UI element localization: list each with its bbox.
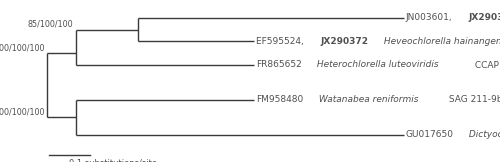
Text: JX290372: JX290372 xyxy=(320,37,368,46)
Text: SAG 211-9b: SAG 211-9b xyxy=(446,95,500,104)
Text: EF595524,: EF595524, xyxy=(256,37,307,46)
Text: Heveochlorella hainangensis: Heveochlorella hainangensis xyxy=(381,37,500,46)
Text: Watanabea reniformis: Watanabea reniformis xyxy=(316,95,418,104)
Text: 0.1 substitutions/site: 0.1 substitutions/site xyxy=(70,158,158,162)
Text: FR865652: FR865652 xyxy=(256,60,302,69)
Text: Dictyochloropsis reticulata: Dictyochloropsis reticulata xyxy=(466,130,500,139)
Text: 100/100/100: 100/100/100 xyxy=(0,107,44,116)
Text: JN003601,: JN003601, xyxy=(406,13,455,23)
Text: GU017650: GU017650 xyxy=(406,130,454,139)
Text: 85/100/100: 85/100/100 xyxy=(28,20,74,29)
Text: 100/100/100: 100/100/100 xyxy=(0,43,44,52)
Text: FM958480: FM958480 xyxy=(256,95,304,104)
Text: CCAP 211/10A: CCAP 211/10A xyxy=(472,60,500,69)
Text: JX290371: JX290371 xyxy=(468,13,500,23)
Text: Heterochlorella luteoviridis: Heterochlorella luteoviridis xyxy=(314,60,438,69)
